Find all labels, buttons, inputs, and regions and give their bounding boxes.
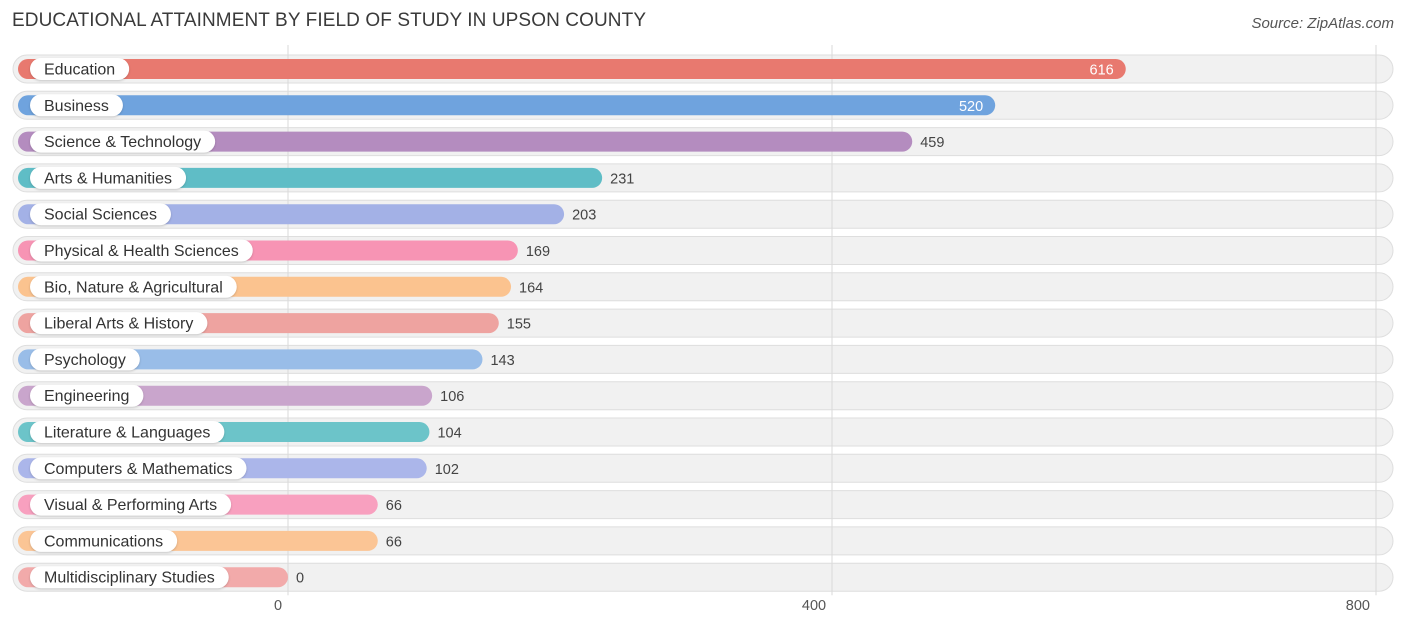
value-label: 459 bbox=[920, 135, 944, 151]
category-pill bbox=[30, 566, 229, 589]
category-label: Liberal Arts & History bbox=[44, 316, 193, 333]
category-pill bbox=[30, 457, 247, 480]
value-label: 106 bbox=[440, 389, 464, 405]
category-pill bbox=[30, 166, 187, 189]
bar bbox=[18, 59, 1126, 79]
value-label: 169 bbox=[526, 244, 550, 260]
value-label: 231 bbox=[610, 171, 634, 187]
category-label: Business bbox=[44, 98, 109, 115]
category-label: Communications bbox=[44, 533, 163, 550]
category-pill bbox=[30, 203, 171, 226]
category-label: Literature & Languages bbox=[44, 425, 210, 442]
category-pill bbox=[30, 384, 144, 407]
category-pill bbox=[30, 58, 130, 80]
category-label: Visual & Performing Arts bbox=[44, 497, 217, 514]
x-tick-label: 400 bbox=[802, 598, 826, 614]
value-label: 0 bbox=[296, 571, 304, 587]
value-label: 520 bbox=[959, 99, 983, 115]
category-label: Multidisciplinary Studies bbox=[44, 570, 215, 587]
category-label: Arts & Humanities bbox=[44, 170, 172, 187]
value-label: 66 bbox=[386, 534, 402, 550]
value-label: 143 bbox=[490, 353, 514, 369]
category-pill bbox=[30, 493, 232, 516]
category-label: Social Sciences bbox=[44, 207, 157, 224]
value-label: 66 bbox=[386, 498, 402, 514]
category-label: Psychology bbox=[44, 352, 126, 369]
category-pill bbox=[30, 421, 225, 443]
category-label: Bio, Nature & Agricultural bbox=[44, 279, 223, 296]
category-pill bbox=[30, 239, 253, 262]
category-pill bbox=[30, 275, 237, 298]
category-pill bbox=[30, 348, 140, 371]
category-label: Education bbox=[44, 62, 115, 79]
category-pill bbox=[30, 312, 208, 335]
category-label: Engineering bbox=[44, 388, 129, 405]
x-tick-label: 0 bbox=[274, 598, 282, 614]
category-label: Science & Technology bbox=[44, 134, 201, 151]
bar bbox=[18, 95, 996, 116]
category-label: Physical & Health Sciences bbox=[44, 243, 239, 260]
value-label: 104 bbox=[437, 426, 461, 442]
x-tick-label: 800 bbox=[1346, 598, 1370, 614]
value-label: 155 bbox=[507, 317, 531, 333]
value-label: 203 bbox=[572, 208, 596, 224]
category-label: Computers & Mathematics bbox=[44, 461, 233, 478]
category-pill bbox=[30, 529, 178, 552]
source-credit: Source: ZipAtlas.com bbox=[1251, 15, 1394, 32]
value-label: 616 bbox=[1090, 63, 1114, 79]
value-label: 164 bbox=[519, 280, 543, 296]
chart-title: EDUCATIONAL ATTAINMENT BY FIELD OF STUDY… bbox=[12, 10, 647, 31]
row-track bbox=[12, 562, 1394, 592]
value-label: 102 bbox=[435, 462, 459, 478]
category-pill bbox=[30, 130, 216, 153]
bar bbox=[18, 131, 913, 152]
category-pill bbox=[30, 94, 123, 117]
